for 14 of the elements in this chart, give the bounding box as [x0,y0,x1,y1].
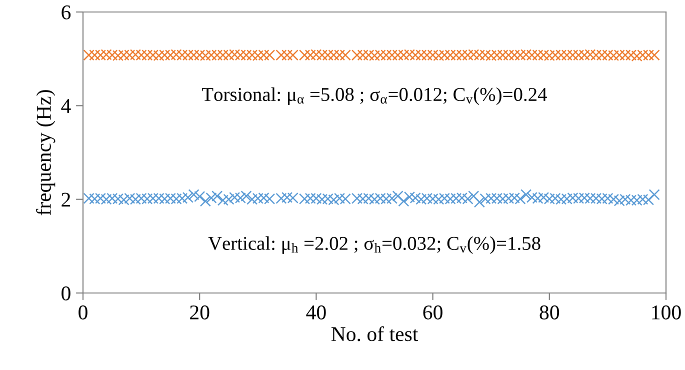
x-tick-label: 60 [423,305,442,320]
annotation: Torsional: μ$_{α}$ =5.08 ; σ$_{α}$=0.012; C$_{v}$(%)=0.24 [202,87,547,106]
x-tick-label: 20 [190,305,210,320]
x-tick-label: 100 [652,305,681,320]
x-tick-label: 0 [78,305,88,320]
annotation: Vertical: μ$_{h}$ =2.02 ; σ$_{h}$=0.032; C$_{v}$(%)=1.58 [208,236,540,254]
x-tick-label: 40 [306,305,326,320]
x-tick-label: 80 [540,305,560,320]
y-tick-label: 2 [62,192,70,207]
x-axis-title: No. of test [331,326,418,342]
y-tick-label: 6 [62,5,71,20]
y-tick-label: 4 [61,99,71,113]
y-tick-label: 0 [62,286,70,300]
y-axis-title: frequency (Hz) [36,90,56,216]
